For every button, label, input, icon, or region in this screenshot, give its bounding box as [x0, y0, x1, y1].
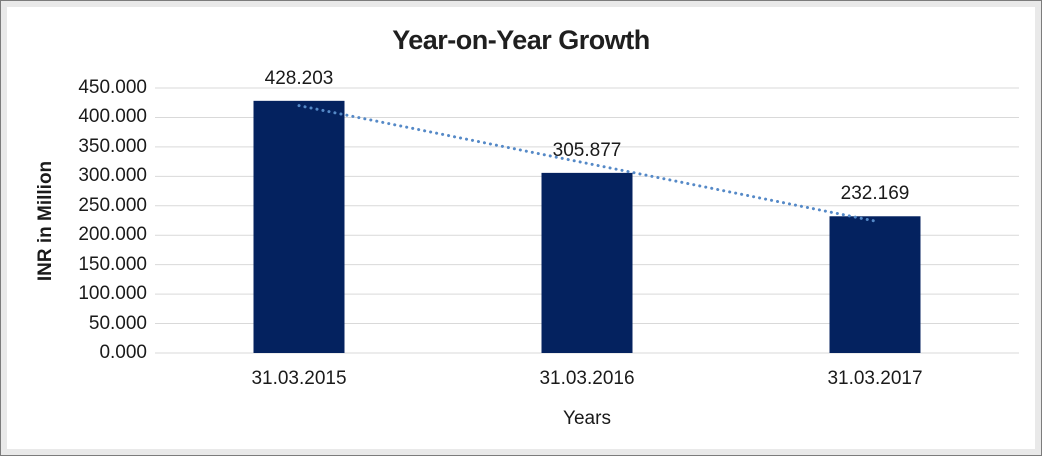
x-tick-label: 31.03.2016 — [539, 368, 635, 389]
y-tick-label: 100.000 — [78, 283, 147, 305]
trendline — [297, 104, 877, 223]
y-tick-label: 300.000 — [78, 165, 147, 187]
bar — [829, 216, 921, 353]
x-axis-title: Years — [563, 408, 611, 429]
x-tick-label: 31.03.2015 — [251, 368, 347, 389]
y-tick-label: 450.000 — [78, 77, 147, 98]
y-tick-label: 400.000 — [78, 106, 147, 128]
value-label: 232.169 — [840, 183, 910, 205]
value-label: 428.203 — [264, 67, 334, 89]
value-label: 305.877 — [552, 139, 622, 161]
y-tick-label: 150.000 — [78, 253, 147, 275]
chart-title: Year-on-Year Growth — [392, 25, 650, 55]
y-tick-label: 250.000 — [78, 194, 147, 216]
y-tick-label: 50.000 — [88, 312, 147, 334]
x-tick-label: 31.03.2017 — [827, 368, 923, 389]
y-tick-label: 0.000 — [99, 342, 147, 363]
y-tick-label: 200.000 — [78, 224, 147, 246]
bar — [541, 172, 633, 353]
y-tick-label: 350.000 — [78, 135, 147, 157]
bar — [253, 100, 345, 353]
